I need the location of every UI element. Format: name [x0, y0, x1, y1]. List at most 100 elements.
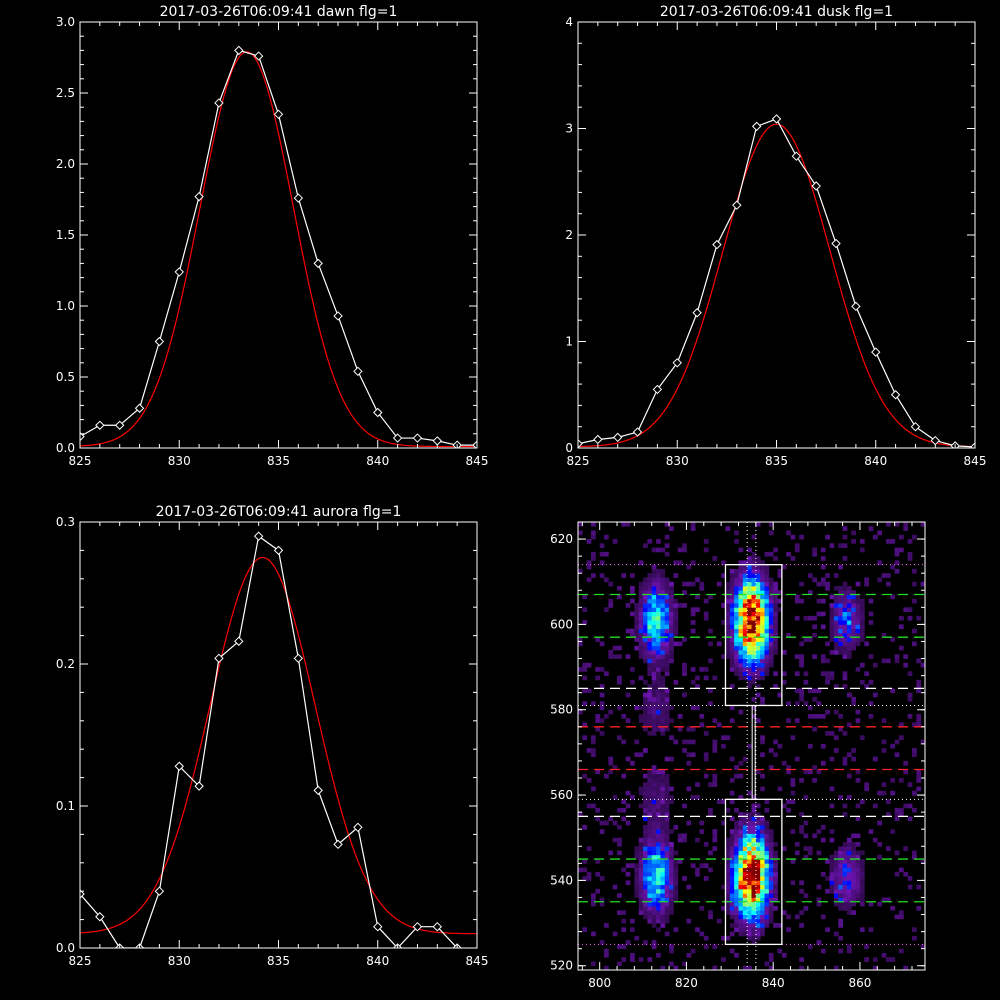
heatmap-cell [660, 577, 666, 583]
heatmap-cell [656, 662, 661, 668]
heatmap-cell [742, 965, 748, 970]
heatmap-cell [656, 718, 661, 723]
heatmap-cell [751, 611, 757, 617]
heatmap-cell [656, 709, 661, 715]
heatmap-cell [760, 577, 765, 583]
heatmap-cell [786, 701, 791, 706]
heatmap-cell [755, 897, 761, 903]
heatmap-cell [890, 637, 896, 642]
heatmap-cell [660, 590, 666, 595]
heatmap-cell [729, 888, 735, 894]
heatmap-cell [725, 641, 731, 647]
heatmap-cell [595, 769, 601, 775]
heatmap-cell [799, 662, 804, 668]
heatmap-cell [725, 854, 731, 860]
heatmap-cell [768, 833, 774, 839]
heatmap-cell [738, 876, 744, 881]
heatmap-cell [833, 637, 839, 642]
heatmap-cell [651, 906, 657, 911]
heatmap-cell [846, 859, 852, 864]
heatmap-cell [799, 888, 804, 894]
heatmap-cell [838, 893, 843, 898]
heatmap-cell [764, 624, 770, 630]
heatmap-cell [643, 705, 648, 711]
heatmap-cell [833, 586, 839, 591]
heatmap-cell [768, 957, 774, 962]
heatmap-cell [738, 581, 744, 587]
heatmap-cell [677, 641, 683, 647]
heatmap-cell [825, 888, 830, 894]
heatmap-cell [638, 850, 644, 856]
y-tick-label: 0 [565, 441, 573, 455]
heatmap-cell [673, 867, 679, 873]
heatmap-cell [643, 603, 648, 608]
heatmap-cell [656, 888, 661, 894]
heatmap-cell [859, 603, 865, 608]
heatmap-cell [816, 688, 822, 694]
heatmap-cell [647, 884, 653, 890]
heatmap-cell [747, 914, 752, 920]
heatmap-cell [638, 786, 644, 792]
heatmap-cell [638, 586, 644, 591]
heatmap-cell [586, 688, 592, 694]
heatmap-cell [742, 662, 748, 668]
heatmap-cell [781, 760, 787, 766]
heatmap-cell [695, 782, 700, 787]
data-point [313, 785, 323, 796]
heatmap-cell [799, 641, 804, 647]
heatmap-cell [794, 756, 800, 762]
heatmap-cell [634, 888, 640, 894]
heatmap-cell [872, 534, 878, 540]
heatmap-cell [768, 645, 774, 651]
heatmap-cell [755, 641, 761, 647]
heatmap-cell [842, 867, 848, 873]
heatmap-cell [764, 662, 770, 668]
heatmap-cell [669, 786, 674, 792]
heatmap-cell [838, 650, 843, 655]
heatmap-cell [807, 769, 813, 775]
heatmap-cell [651, 705, 657, 711]
heatmap-cell [812, 696, 817, 702]
heatmap-cell [604, 923, 609, 928]
heatmap-cell [669, 961, 674, 967]
heatmap-cell [751, 577, 757, 583]
data-point [154, 886, 165, 896]
heatmap-cell [669, 654, 674, 659]
heatmap-cell [829, 880, 835, 886]
heatmap-cell [842, 581, 848, 587]
heatmap-cell [825, 581, 830, 587]
heatmap-cell [612, 884, 618, 890]
heatmap-cell [686, 564, 692, 570]
heatmap-cell [660, 897, 666, 903]
heatmap-cell [608, 598, 614, 604]
heatmap-cell [647, 897, 653, 903]
heatmap-cell [673, 641, 679, 647]
heatmap-cell [846, 598, 852, 604]
heatmap-cell [864, 641, 870, 647]
heatmap-cell [773, 897, 778, 903]
heatmap-cell [664, 918, 670, 924]
heatmap-cell [825, 679, 830, 685]
heatmap-cell [760, 863, 765, 868]
heatmap-cell [838, 850, 843, 856]
heatmap-cell [604, 577, 609, 583]
heatmap-cell [604, 948, 609, 954]
heatmap-cell [673, 739, 679, 745]
heatmap-cell [755, 581, 761, 587]
heatmap-cell [894, 551, 900, 557]
heatmap-cell [591, 739, 596, 745]
heatmap-cell [742, 859, 748, 864]
heatmap-cell [647, 692, 653, 698]
heatmap-cell [738, 637, 744, 642]
heatmap-cell [656, 773, 661, 779]
heatmap-cell [660, 867, 666, 873]
heatmap-cell [682, 547, 687, 553]
chart-aurora: 825 830 835 840 8450.00.10.20.32017-03-26T06… [56, 504, 489, 968]
heatmap-cell [638, 705, 644, 711]
heatmap-cell [725, 650, 731, 655]
heatmap-cell [747, 743, 752, 749]
heatmap-cell [647, 850, 653, 856]
heatmap-cell [738, 867, 744, 873]
heatmap-cell [768, 522, 774, 527]
heatmap-cell [647, 846, 653, 851]
